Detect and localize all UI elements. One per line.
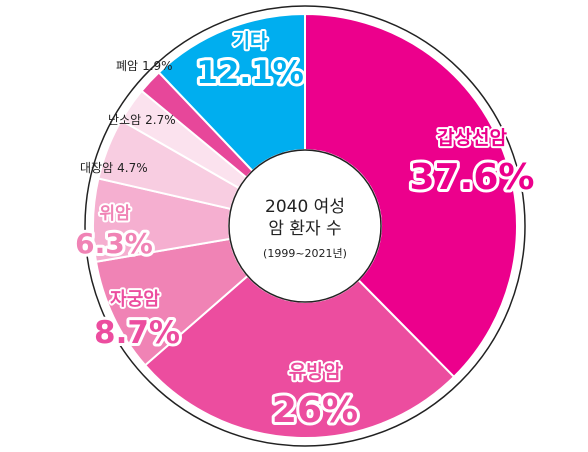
slice-label-colon-name: 대장암 [80, 161, 113, 175]
slice-label-ovarian: 난소암 2.7% [108, 113, 176, 127]
slice-label-lung: 폐암 1.9% [116, 59, 173, 73]
slice-value-lung: 1.9% [142, 59, 173, 73]
slice-label-other: 기타 [233, 30, 268, 52]
slice-label-thyroid: 갑상선암 [437, 127, 507, 149]
center-hole [228, 149, 382, 303]
slice-value-other: 12.1% [196, 55, 304, 91]
slice-value-ovarian: 2.7% [145, 113, 176, 127]
slice-label-colon: 대장암 4.7% [80, 161, 148, 175]
slice-value-thyroid: 37.6% [410, 157, 535, 198]
slice-value-uterine: 8.7% [94, 315, 180, 351]
slice-label-uterine: 자궁암 [110, 289, 160, 310]
donut-slices [92, 12, 518, 439]
slice-value-colon: 4.7% [117, 161, 148, 175]
slice-value-breast: 26% [272, 390, 358, 431]
slice-label-stomach: 위암 [99, 204, 131, 224]
slice-label-ovarian-name: 난소암 [108, 113, 141, 127]
chart-title-line-1: 2040 여성 [265, 197, 345, 217]
slice-label-breast: 유방암 [289, 361, 342, 383]
outer-ring [84, 5, 526, 447]
slice-value-stomach: 6.3% [75, 227, 153, 260]
chart-title-line-2: 암 환자 수 [268, 219, 341, 239]
chart-subtitle: (1999~2021년) [263, 247, 347, 260]
slice-label-lung-name: 폐암 [116, 59, 138, 73]
